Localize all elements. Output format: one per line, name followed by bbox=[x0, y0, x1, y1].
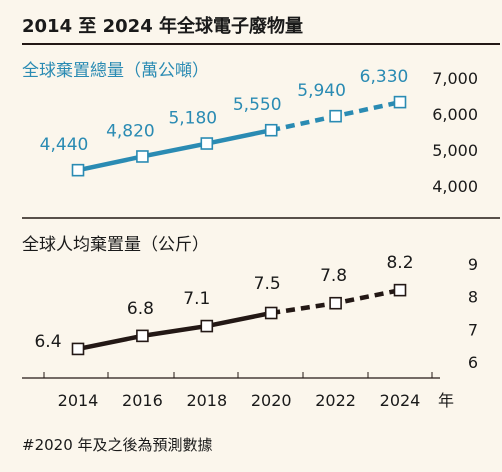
x-axis: 2014 2016 2018 2020 2022 2024 bbox=[43, 372, 433, 410]
x-tick-label-2016: 2016 bbox=[122, 391, 163, 410]
series-1-marker-2014 bbox=[71, 163, 85, 177]
series-1-value-label-2018: 5,180 bbox=[168, 109, 217, 129]
series-1-y-tick-4,000: 4,000 bbox=[432, 177, 478, 196]
series-1-actual-line bbox=[75, 127, 274, 173]
x-tick-label-2014: 2014 bbox=[58, 391, 99, 410]
x-tick-label-2018: 2018 bbox=[186, 391, 227, 410]
series-2-value-label-2016: 6.8 bbox=[127, 299, 154, 319]
series-1-marker-2016 bbox=[136, 150, 149, 163]
series-1-y-tick-7,000: 7,000 bbox=[432, 69, 478, 88]
series-1-value-label-2024: 6,330 bbox=[360, 67, 409, 87]
x-tick-label-2024: 2024 bbox=[380, 391, 421, 410]
series-2-value-label-2022: 7.8 bbox=[320, 266, 347, 286]
series-1-marker-2020 bbox=[264, 123, 278, 137]
series-1-y-tick-5,000: 5,000 bbox=[432, 141, 478, 160]
x-axis-unit: 年 bbox=[438, 391, 454, 410]
series-2-value-label-2014: 6.4 bbox=[34, 332, 61, 352]
series-2-marker-2020 bbox=[264, 306, 278, 320]
series-1: 4,440 4,820 5,180 5,550 5,940 6,330 7,000 6,000… bbox=[40, 67, 478, 196]
series-2-marker-2014 bbox=[71, 342, 85, 356]
x-tick-label-2020: 2020 bbox=[251, 391, 292, 410]
series-2-y-tick-8: 8 bbox=[468, 288, 478, 307]
series-2-marker-2016 bbox=[136, 329, 149, 343]
panel1-title: 全球棄置總量（萬公噸） bbox=[22, 61, 209, 81]
series-1-value-label-2020: 5,550 bbox=[233, 95, 282, 115]
series-2-marker-2018 bbox=[200, 319, 214, 333]
series-2-marker-2024 bbox=[393, 283, 407, 297]
panel2-title: 全球人均棄置量（公斤） bbox=[22, 235, 209, 255]
series-2-y-tick-7: 7 bbox=[468, 320, 478, 339]
series-2-marker-2022 bbox=[329, 296, 342, 310]
series-1-marker-2018 bbox=[200, 137, 214, 150]
chart-title: 2014 至 2024 年全球電子廢物量 bbox=[22, 15, 303, 37]
series-1-value-label-2022: 5,940 bbox=[297, 81, 346, 101]
footnote: #2020 年及之後為預測數據 bbox=[22, 436, 213, 454]
series-2-actual-line bbox=[75, 310, 274, 352]
plot-layer: 4,440 4,820 5,180 5,550 5,940 6,330 7,000 6,000… bbox=[34, 67, 478, 372]
series-2-value-label-2020: 7.5 bbox=[254, 274, 281, 294]
series-1-marker-2024 bbox=[393, 95, 407, 109]
series-2-value-label-2024: 8.2 bbox=[386, 253, 413, 273]
series-1-value-label-2014: 4,440 bbox=[40, 135, 89, 155]
series-2-y-tick-9: 9 bbox=[468, 255, 478, 274]
series-1-marker-2022 bbox=[329, 109, 342, 123]
series-2-value-label-2018: 7.1 bbox=[183, 289, 210, 309]
series-2: 6.4 6.8 7.1 7.5 7.8 8.2 9 8 7 6 bbox=[34, 253, 478, 372]
series-1-y-tick-6,000: 6,000 bbox=[432, 105, 478, 124]
series-2-y-tick-6: 6 bbox=[468, 353, 478, 372]
x-tick-label-2022: 2022 bbox=[315, 391, 356, 410]
series-1-value-label-2016: 4,820 bbox=[106, 121, 155, 141]
